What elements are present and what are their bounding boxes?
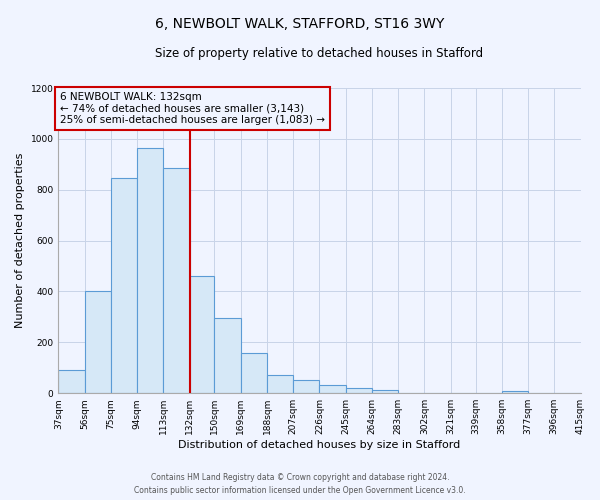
Bar — [137, 148, 163, 393]
Text: 6 NEWBOLT WALK: 132sqm
← 74% of detached houses are smaller (3,143)
25% of semi-: 6 NEWBOLT WALK: 132sqm ← 74% of detached… — [60, 92, 325, 125]
Title: Size of property relative to detached houses in Stafford: Size of property relative to detached ho… — [155, 48, 484, 60]
Bar — [163, 168, 190, 393]
Bar — [502, 390, 528, 393]
Bar — [267, 376, 293, 393]
Text: Contains HM Land Registry data © Crown copyright and database right 2024.
Contai: Contains HM Land Registry data © Crown c… — [134, 474, 466, 495]
Text: 6, NEWBOLT WALK, STAFFORD, ST16 3WY: 6, NEWBOLT WALK, STAFFORD, ST16 3WY — [155, 18, 445, 32]
Bar — [214, 318, 241, 393]
Bar — [346, 388, 372, 393]
Bar — [58, 370, 85, 393]
Bar — [319, 385, 346, 393]
Bar — [85, 292, 111, 393]
Bar — [190, 276, 214, 393]
Bar — [241, 352, 267, 393]
Bar — [293, 380, 319, 393]
Bar — [111, 178, 137, 393]
X-axis label: Distribution of detached houses by size in Stafford: Distribution of detached houses by size … — [178, 440, 461, 450]
Bar — [372, 390, 398, 393]
Y-axis label: Number of detached properties: Number of detached properties — [15, 153, 25, 328]
